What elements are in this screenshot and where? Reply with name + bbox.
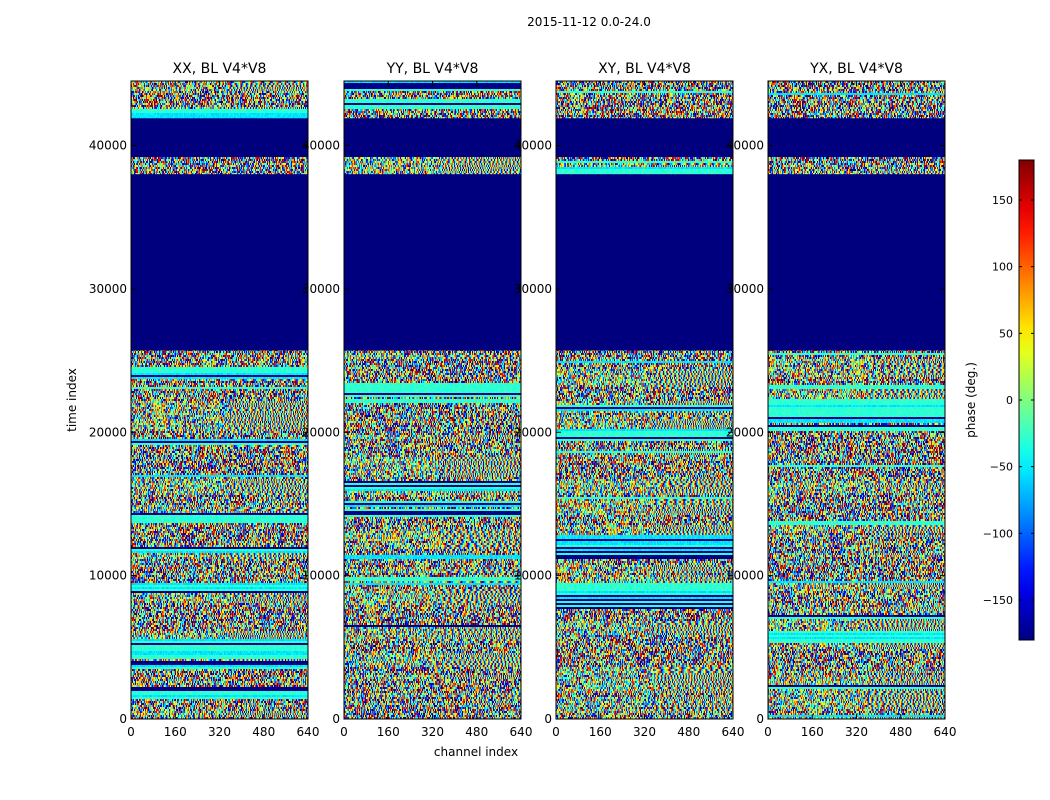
x-axis-label: channel index [434, 745, 518, 759]
x-tick-label: 640 [722, 725, 745, 739]
colorbar-tick-label: −150 [983, 594, 1013, 607]
panel-2: XY, BL V4*V8 0 160 320 480 640 0 10000 20000 3000… [514, 61, 745, 739]
y-tick-label: 0 [544, 712, 552, 726]
x-tick-label: 480 [252, 725, 275, 739]
panel-0: XX, BL V4*V8 0 160 320 480 640 0 10000 20000 3000… [89, 61, 320, 739]
panel-title: YX, BL V4*V8 [809, 61, 903, 77]
y-tick-label: 20000 [514, 425, 552, 439]
flagged-block [556, 118, 733, 157]
x-tick-label: 640 [934, 725, 957, 739]
x-tick-label: 640 [510, 725, 533, 739]
colorbar-tick-label: −50 [990, 461, 1013, 474]
colorbar-tick-label: 50 [999, 327, 1013, 340]
flagged-block [344, 118, 521, 157]
panel-3: YX, BL V4*V8 0 160 320 480 640 0 10000 20000 3000… [726, 61, 957, 739]
x-tick-label: 160 [164, 725, 187, 739]
x-tick-label: 160 [377, 725, 400, 739]
flagged-block [131, 118, 308, 157]
x-tick-label: 480 [677, 725, 700, 739]
flagged-block [768, 174, 945, 351]
x-tick-label: 160 [589, 725, 612, 739]
x-tick-label: 0 [340, 725, 348, 739]
y-axis-label: time index [65, 368, 79, 432]
panel-title: XX, BL V4*V8 [173, 61, 267, 77]
y-tick-label: 10000 [726, 569, 764, 583]
y-tick-label: 20000 [726, 425, 764, 439]
y-tick-label: 30000 [302, 282, 340, 296]
colorbar-tick-label: 150 [992, 194, 1013, 207]
flagged-block [344, 174, 521, 351]
flagged-block [556, 174, 733, 351]
panel-1: YY, BL V4*V8 0 160 320 480 640 0 10000 20000 3000… [302, 61, 533, 739]
y-tick-label: 20000 [302, 425, 340, 439]
y-tick-label: 20000 [89, 425, 127, 439]
colorbar-tick-label: 100 [992, 261, 1013, 274]
y-tick-label: 40000 [302, 139, 340, 153]
x-tick-label: 640 [297, 725, 320, 739]
figure-title: 2015-11-12 0.0-24.0 [527, 15, 651, 29]
x-tick-label: 0 [127, 725, 135, 739]
panel-title: XY, BL V4*V8 [598, 61, 691, 77]
x-tick-label: 160 [801, 725, 824, 739]
x-tick-label: 0 [764, 725, 772, 739]
x-tick-label: 0 [552, 725, 560, 739]
x-tick-label: 480 [465, 725, 488, 739]
y-tick-label: 40000 [514, 139, 552, 153]
y-tick-label: 30000 [89, 282, 127, 296]
y-tick-label: 30000 [514, 282, 552, 296]
x-tick-label: 480 [889, 725, 912, 739]
panel-title: YY, BL V4*V8 [386, 61, 479, 77]
y-tick-label: 0 [756, 712, 764, 726]
x-tick-label: 320 [633, 725, 656, 739]
x-tick-label: 320 [208, 725, 231, 739]
colorbar-label: phase (deg.) [964, 362, 978, 438]
y-tick-label: 40000 [726, 139, 764, 153]
y-tick-label: 0 [332, 712, 340, 726]
y-tick-label: 0 [119, 712, 127, 726]
flagged-block [131, 174, 308, 351]
y-tick-label: 10000 [89, 569, 127, 583]
y-tick-label: 30000 [726, 282, 764, 296]
y-tick-label: 10000 [302, 569, 340, 583]
x-tick-label: 320 [421, 725, 444, 739]
colorbar-tick-label: −100 [983, 527, 1013, 540]
colorbar-tick-label: 0 [1006, 394, 1013, 407]
y-tick-label: 40000 [89, 139, 127, 153]
y-tick-label: 10000 [514, 569, 552, 583]
x-tick-label: 320 [845, 725, 868, 739]
flagged-block [768, 118, 945, 157]
